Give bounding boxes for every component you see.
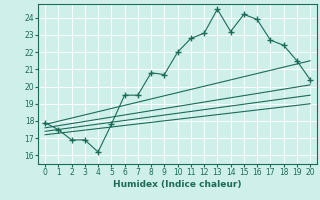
X-axis label: Humidex (Indice chaleur): Humidex (Indice chaleur)	[113, 180, 242, 189]
